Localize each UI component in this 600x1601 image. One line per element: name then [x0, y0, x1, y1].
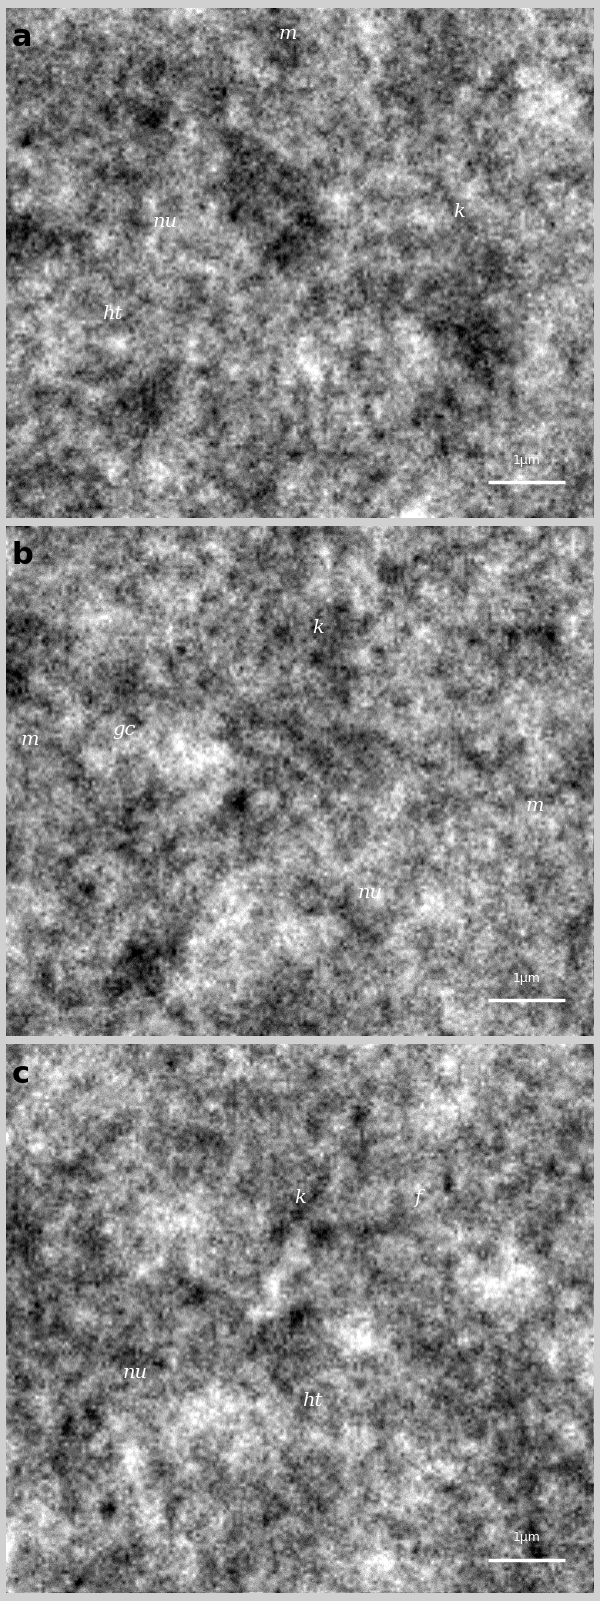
Text: ht: ht	[101, 304, 122, 323]
Text: a: a	[12, 24, 32, 53]
Text: k: k	[294, 1188, 306, 1207]
Text: 1μm: 1μm	[512, 972, 541, 985]
Text: k: k	[453, 203, 464, 221]
Text: m: m	[526, 797, 544, 815]
Text: gc: gc	[112, 720, 135, 740]
Text: f: f	[414, 1188, 421, 1207]
Text: k: k	[312, 620, 323, 637]
Text: nu: nu	[152, 213, 177, 231]
Text: m: m	[20, 732, 39, 749]
Text: b: b	[12, 541, 34, 570]
Text: 1μm: 1μm	[512, 1531, 541, 1543]
Text: m: m	[279, 24, 298, 43]
Text: c: c	[12, 1060, 30, 1089]
Text: ht: ht	[302, 1391, 322, 1410]
Text: nu: nu	[358, 884, 383, 901]
Text: 1μm: 1μm	[512, 455, 541, 467]
Text: nu: nu	[123, 1364, 148, 1382]
